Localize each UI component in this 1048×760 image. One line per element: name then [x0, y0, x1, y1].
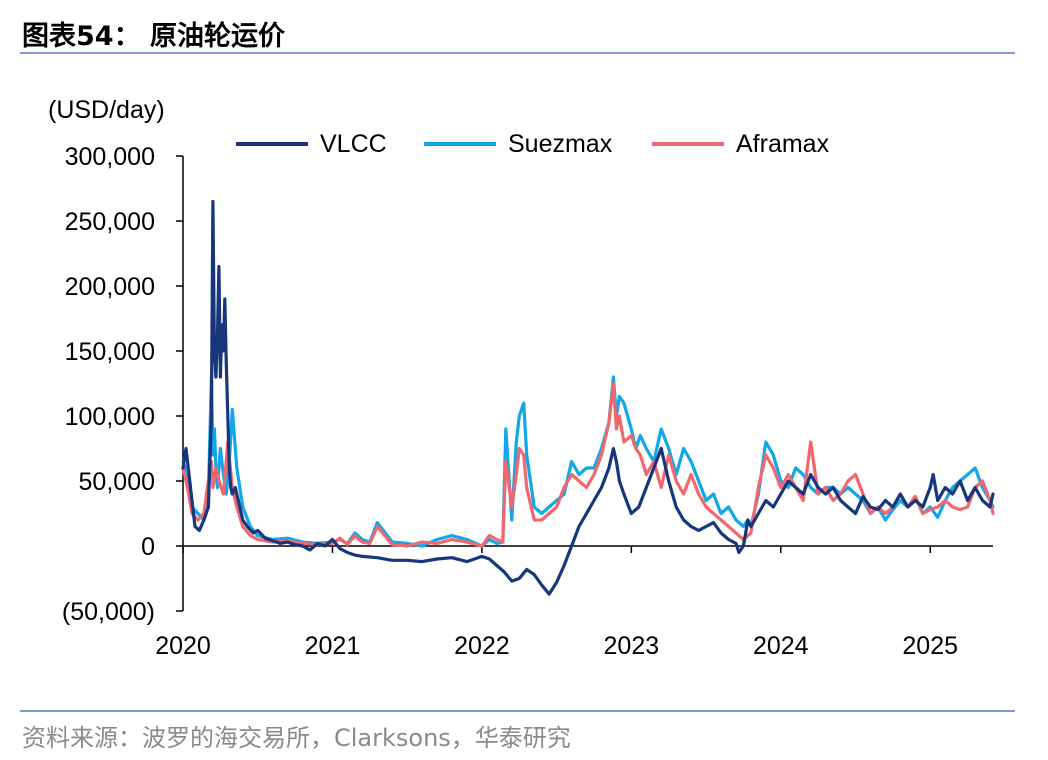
y-tick-label: 300,000	[65, 143, 155, 171]
source-divider	[20, 710, 1015, 712]
source-note: 资料来源：波罗的海交易所，Clarksons，华泰研究	[22, 724, 571, 752]
y-tick-label: (50,000)	[62, 598, 155, 626]
title-divider	[20, 52, 1015, 54]
y-axis: (50,000) 0 50,000 100,000 150,000 200,000 250,…	[62, 143, 184, 626]
legend-label-aframax: Aframax	[736, 130, 830, 158]
series-line-aframax	[181, 381, 995, 548]
series-layer	[181, 199, 995, 596]
y-tick-label: 0	[141, 533, 155, 561]
y-axis-unit-label: (USD/day)	[48, 96, 165, 124]
x-tick-label: 2020	[155, 632, 211, 660]
legend: VLCC Suezmax Aframax	[236, 130, 830, 158]
y-tick-label: 250,000	[65, 208, 155, 236]
x-tick-label: 2021	[305, 632, 361, 660]
y-tick-label: 200,000	[65, 273, 155, 301]
y-tick-label: 50,000	[79, 468, 155, 496]
x-tick-label: 2024	[753, 632, 809, 660]
y-tick-label: 100,000	[65, 403, 155, 431]
line-chart: (USD/day) (50,000) 0 50,000 100,000 150,000 2…	[48, 96, 995, 660]
x-tick-label: 2025	[902, 632, 958, 660]
chart-title: 图表54： 原油轮运价	[22, 21, 285, 52]
x-axis: 2020 2021 2022 2023 2024 2025	[155, 545, 993, 660]
y-tick-label: 150,000	[65, 338, 155, 366]
series-line-vlcc	[181, 199, 995, 596]
series-line-suezmax	[181, 375, 995, 548]
x-tick-label: 2023	[604, 632, 660, 660]
x-tick-label: 2022	[454, 632, 510, 660]
legend-label-suezmax: Suezmax	[508, 130, 613, 158]
legend-label-vlcc: VLCC	[320, 130, 387, 158]
